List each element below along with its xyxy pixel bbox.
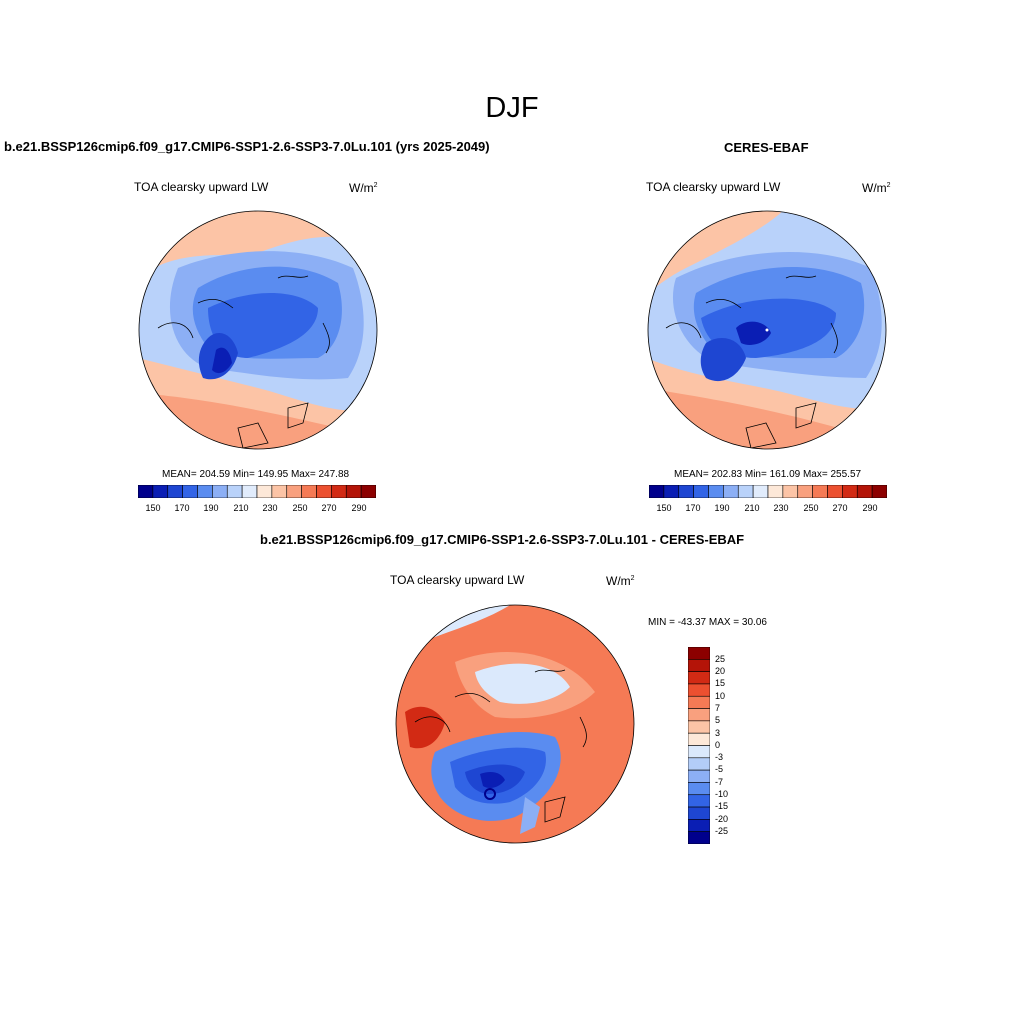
diff-colorbar-tick-label: -25 [715,826,729,836]
diff-colorbar-tick-label: -15 [715,801,729,811]
colorbar-swatch [688,819,710,832]
obs-colorbar-tick-label: 190 [714,503,730,513]
colorbar-swatch [271,485,288,498]
diff-colorbar-tick-label: 3 [715,728,721,738]
diff-colorbar-tick-label: -5 [715,764,724,774]
colorbar-swatch [782,485,799,498]
colorbar-swatch [301,485,317,498]
colorbar-swatch [797,485,813,498]
colorbar-swatch [688,757,710,771]
model-units-label: W/m2 [349,181,378,195]
colorbar-swatch [752,485,769,498]
obs-polar-map [647,210,887,450]
colorbar-swatch [182,485,198,498]
diff-colorbar-tick-label: 7 [715,703,721,713]
obs-units-label: W/m2 [862,181,891,195]
colorbar-swatch [688,708,710,722]
colorbar-swatch [241,485,258,498]
obs-colorbar-tick-label: 250 [803,503,819,513]
colorbar-swatch [331,485,347,498]
diff-colorbar-tick-label: -20 [715,814,729,824]
diff-polar-map [395,604,635,844]
diff-colorbar-tick-label: 25 [715,654,726,664]
colorbar-swatch [688,647,710,660]
model-colorbar-tick-label: 170 [174,503,190,513]
obs-colorbar-tick-label: 150 [656,503,672,513]
colorbar-swatch [316,485,332,498]
colorbar-swatch [688,806,710,820]
model-colorbar-tick-label: 290 [351,503,367,513]
diff-colorbar-tick-label: -7 [715,777,724,787]
colorbar-swatch [688,732,710,746]
obs-panel-title: CERES-EBAF [724,140,809,155]
model-colorbar [138,485,376,498]
colorbar-swatch [649,485,665,498]
model-colorbar-tick-label: 270 [321,503,337,513]
colorbar-swatch [688,683,710,697]
colorbar-swatch [688,695,710,709]
colorbar-swatch [688,831,710,844]
obs-colorbar-tick-label: 290 [862,503,878,513]
model-variable-label: TOA clearsky upward LW [134,180,269,194]
diff-colorbar-tick-label: 0 [715,740,721,750]
colorbar-swatch [688,794,710,808]
model-polar-map [138,210,378,450]
figure-title: DJF [485,92,539,124]
diff-colorbar-tick-label: -10 [715,789,729,799]
colorbar-swatch [256,485,273,498]
diff-colorbar-tick-label: 20 [715,666,726,676]
colorbar-swatch [856,485,873,498]
colorbar-swatch [737,485,754,498]
colorbar-swatch [723,485,739,498]
diff-units-label: W/m2 [606,574,635,588]
colorbar-swatch [138,485,154,498]
obs-colorbar-tick-label: 230 [773,503,789,513]
colorbar-swatch [827,485,843,498]
colorbar-swatch [812,485,828,498]
model-colorbar-tick-label: 150 [145,503,161,513]
diff-variable-label: TOA clearsky upward LW [390,573,525,587]
colorbar-swatch [688,671,710,685]
model-colorbar-tick-label: 210 [233,503,249,513]
colorbar-swatch [688,769,710,783]
diff-stats: MIN = -43.37 MAX = 30.06 [648,617,767,628]
colorbar-swatch [842,485,858,498]
colorbar-swatch [871,485,887,498]
colorbar-swatch [688,782,710,796]
model-panel-title: b.e21.BSSP126cmip6.f09_g17.CMIP6-SSP1-2.… [4,139,490,154]
colorbar-swatch [708,485,724,498]
colorbar-swatch [360,485,376,498]
colorbar-swatch [678,485,694,498]
obs-colorbar-tick-label: 170 [685,503,701,513]
diff-colorbar-tick-label: -3 [715,752,724,762]
diff-colorbar-tick-label: 5 [715,715,721,725]
colorbar-swatch [226,485,243,498]
diff-colorbar-tick-label: 10 [715,691,726,701]
diff-colorbar-tick-label: 15 [715,678,726,688]
colorbar-swatch [688,745,710,759]
colorbar-swatch [197,485,213,498]
obs-variable-label: TOA clearsky upward LW [646,180,781,194]
colorbar-swatch [688,659,710,672]
obs-colorbar-tick-label: 270 [832,503,848,513]
colorbar-swatch [345,485,362,498]
model-colorbar-tick-label: 250 [292,503,308,513]
colorbar-swatch [767,485,784,498]
colorbar-swatch [286,485,302,498]
diff-colorbar [688,647,710,844]
obs-stats: MEAN= 202.83 Min= 161.09 Max= 255.57 [674,469,862,480]
obs-colorbar-tick-label: 210 [744,503,760,513]
diff-panel-title: b.e21.BSSP126cmip6.f09_g17.CMIP6-SSP1-2.… [260,532,745,547]
model-colorbar-tick-label: 190 [203,503,219,513]
model-stats: MEAN= 204.59 Min= 149.95 Max= 247.88 [162,469,350,480]
colorbar-swatch [152,485,169,498]
colorbar-swatch [693,485,709,498]
model-colorbar-tick-label: 230 [262,503,278,513]
colorbar-swatch [663,485,680,498]
colorbar-swatch [212,485,228,498]
colorbar-swatch [167,485,183,498]
obs-colorbar [649,485,887,498]
colorbar-swatch [688,720,710,734]
